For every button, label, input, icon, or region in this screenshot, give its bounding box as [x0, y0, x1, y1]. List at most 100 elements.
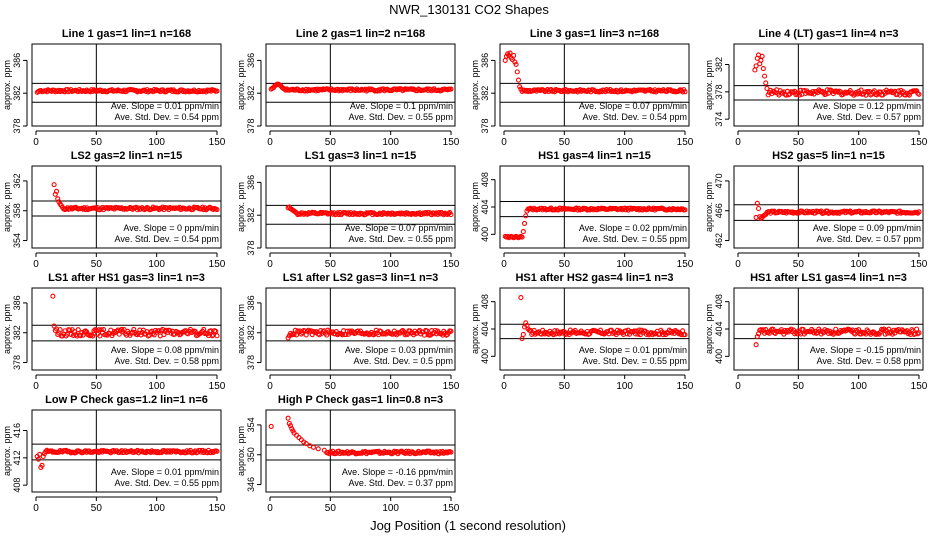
- slope-annotation: Ave. Slope = 0.09 ppm/min: [813, 223, 921, 233]
- data-point: [310, 444, 316, 450]
- slope-annotation: Ave. Slope = 0.01 ppm/min: [111, 101, 219, 111]
- y-axis-label: approx. ppm: [236, 60, 246, 110]
- y-tick-label: 386: [12, 295, 22, 310]
- y-tick-label: 382: [480, 86, 490, 101]
- x-tick-label: 150: [677, 137, 694, 148]
- y-tick-label: 404: [480, 199, 490, 214]
- x-tick-label: 100: [850, 381, 867, 392]
- x-tick-label: 100: [850, 259, 867, 270]
- y-tick-label: 408: [12, 478, 22, 493]
- data-point: [521, 220, 528, 226]
- plot-box: [31, 165, 222, 249]
- stddev-annotation: Ave. Std. Dev. = 0.58 ppm: [115, 356, 219, 366]
- plot-box: [499, 165, 690, 249]
- x-tick-label: 100: [382, 259, 399, 270]
- slope-annotation: Ave. Slope = 0.02 ppm/min: [579, 223, 687, 233]
- y-tick-label: 382: [12, 86, 22, 101]
- data-point: [88, 332, 95, 338]
- data-point: [96, 327, 102, 333]
- data-point: [518, 295, 524, 301]
- data-point: [214, 448, 220, 454]
- y-tick-label: 386: [12, 53, 22, 68]
- data-point: [68, 331, 74, 337]
- plot-box: [265, 165, 456, 249]
- data-point: [916, 91, 922, 97]
- plot-area: [500, 288, 689, 370]
- x-tick-label: 0: [501, 137, 507, 148]
- y-axis-label: approx. ppm: [470, 182, 480, 232]
- stddev-annotation: Ave. Std. Dev. = 0.54 ppm: [115, 112, 219, 122]
- y-tick-label: 378: [246, 118, 256, 133]
- panel-title: LS1 after LS2 gas=3 lin=1 n=3: [283, 272, 439, 284]
- data-point: [507, 50, 513, 56]
- data-point: [515, 77, 522, 83]
- data-point: [564, 331, 570, 337]
- x-tick-label: 150: [911, 381, 928, 392]
- panel-title: Line 2 gas=1 lin=2 n=168: [296, 28, 425, 40]
- slope-annotation: Ave. Slope = 0.01 ppm/min: [579, 345, 687, 355]
- data-point: [97, 333, 103, 339]
- x-tick-label: 150: [443, 381, 460, 392]
- y-tick-label: 412: [12, 450, 22, 465]
- panel-title: HS1 after LS1 gas=4 lin=1 n=3: [750, 272, 907, 284]
- data-point: [53, 188, 60, 194]
- data-point: [35, 456, 41, 462]
- data-point: [760, 66, 766, 72]
- x-tick-label: 100: [382, 137, 399, 148]
- data-point: [753, 342, 759, 348]
- plot-box: [499, 43, 690, 127]
- data-point: [199, 204, 206, 210]
- y-tick-label: 386: [480, 53, 490, 68]
- panel-8: HS2 gas=5 lin=1 n=15 0 50 100 150 462 466 470ap…: [704, 150, 928, 270]
- x-tick-label: 150: [443, 137, 460, 148]
- slope-annotation: Ave. Slope = 0.12 ppm/min: [813, 101, 921, 111]
- panel-title: LS1 gas=3 lin=1 n=15: [305, 150, 417, 162]
- data-point: [824, 328, 830, 334]
- data-point: [682, 89, 688, 95]
- x-tick-label: 50: [91, 381, 103, 392]
- x-tick-label: 150: [209, 503, 226, 514]
- data-point: [752, 67, 758, 73]
- plot-area: [266, 44, 455, 126]
- data-point: [303, 440, 309, 447]
- data-point: [856, 327, 862, 333]
- slope-annotation: Ave. Slope = 0.08 ppm/min: [111, 345, 219, 355]
- y-tick-label: 470: [714, 173, 724, 188]
- plot-box: [733, 287, 924, 371]
- x-tick-label: 0: [501, 381, 507, 392]
- x-tick-label: 0: [735, 381, 741, 392]
- panel-10: LS1 after LS2 gas=3 lin=1 n=3 0 50 100 150 37…: [236, 272, 460, 392]
- slope-annotation: Ave. Slope = 0.01 ppm/min: [111, 467, 219, 477]
- data-point: [754, 200, 760, 206]
- plot-box: [733, 43, 924, 127]
- data-point: [792, 331, 798, 337]
- stddev-annotation: Ave. Std. Dev. = 0.55 ppm: [583, 234, 687, 244]
- panel-title: LS2 gas=2 lin=1 n=15: [71, 150, 183, 162]
- slope-annotation: Ave. Slope = 0.03 ppm/min: [345, 345, 453, 355]
- x-tick-label: 50: [793, 259, 805, 270]
- y-tick-label: 408: [480, 294, 490, 309]
- data-point: [512, 59, 518, 65]
- x-tick-label: 150: [209, 381, 226, 392]
- panel-title: High P Check gas=1 lin=0.8 n=3: [278, 394, 443, 406]
- x-tick-label: 150: [443, 503, 460, 514]
- y-tick-label: 408: [714, 294, 724, 309]
- x-tick-label: 150: [677, 259, 694, 270]
- data-point: [315, 446, 321, 452]
- data-point: [523, 213, 529, 219]
- data-point: [51, 182, 57, 188]
- data-point: [916, 209, 922, 215]
- data-point: [520, 229, 526, 235]
- panel-title: LS1 after HS1 gas=3 lin=1 n=3: [48, 272, 205, 284]
- y-tick-label: 382: [246, 208, 256, 223]
- x-tick-label: 50: [91, 259, 103, 270]
- data-point: [835, 89, 841, 95]
- data-point: [823, 91, 829, 97]
- data-point: [167, 328, 173, 334]
- x-tick-label: 50: [325, 259, 337, 270]
- data-point: [632, 331, 639, 337]
- data-point: [39, 462, 45, 468]
- x-tick-label: 50: [559, 381, 571, 392]
- slope-annotation: Ave. Slope = 0.07 ppm/min: [579, 101, 687, 111]
- data-point: [129, 329, 136, 335]
